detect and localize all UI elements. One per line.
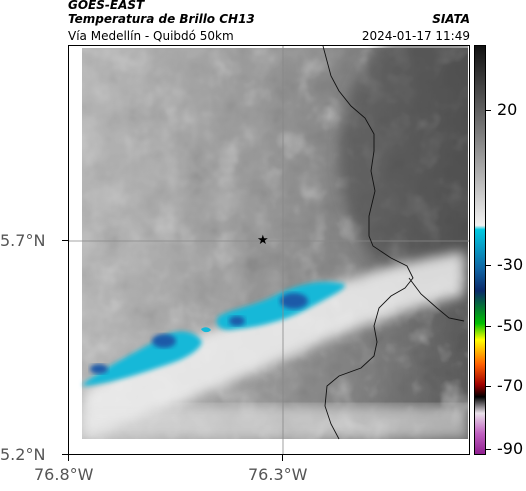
warm-region [339, 46, 469, 286]
cold-cloud-band [84, 251, 464, 436]
southern-cloud [82, 406, 468, 439]
timestamp-label: 2024-01-17 11:49 [361, 29, 470, 43]
colorbar-tick-minus50 [486, 326, 491, 327]
colorbar-label-minus70: -70 [497, 376, 524, 395]
y-tick-5.2N [62, 454, 68, 455]
organization-label: SIATA [432, 12, 470, 26]
no-data-strip-bottom [82, 439, 469, 454]
x-label-76.3W: 76.3°W [248, 465, 308, 484]
colorbar-label-20: 20 [497, 100, 518, 119]
no-data-strip-left [69, 46, 82, 454]
colorbar-label-minus50: -50 [497, 316, 524, 335]
convective-cells [83, 281, 345, 386]
star-icon[interactable]: ★ [257, 233, 269, 248]
colorbar-tick-minus90 [486, 449, 491, 450]
y-tick-5.7N [62, 240, 68, 241]
map-panel[interactable]: ★ [68, 45, 470, 455]
brightness-temperature-map: ★ [69, 46, 469, 454]
y-label-5.2N: 5.2°N [0, 445, 46, 464]
product-title: Temperatura de Brillo CH13 [68, 12, 255, 26]
boundary-lines [322, 46, 465, 440]
colorbar-tick-minus70 [486, 386, 491, 387]
x-label-76.8W: 76.8°W [34, 465, 94, 484]
colorbar-tick-20 [486, 110, 491, 111]
y-label-5.7N: 5.7°N [0, 231, 46, 250]
satellite-name: GOES-EAST [68, 0, 145, 12]
colorbar-label-minus30: -30 [497, 255, 524, 274]
colorbar-label-minus90: -90 [497, 439, 524, 458]
colorbar-tick-minus30 [486, 265, 491, 266]
x-tick-76.8W [68, 455, 69, 461]
colorbar [474, 45, 486, 455]
location-subtitle: Vía Medellín - Quibdó 50km [68, 29, 234, 43]
x-tick-76.3W [282, 455, 283, 461]
